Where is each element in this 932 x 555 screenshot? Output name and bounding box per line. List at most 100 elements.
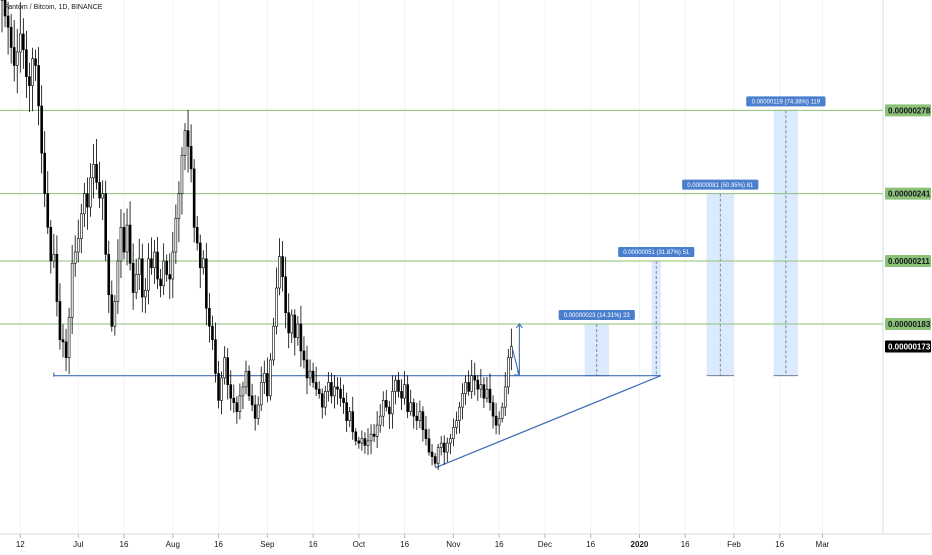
- candle-body-down: [157, 252, 159, 279]
- candle-body-down: [413, 403, 415, 416]
- candle-body-down: [364, 439, 366, 446]
- candle-body-up: [154, 252, 156, 268]
- candle-body-down: [288, 313, 290, 333]
- candle-body-down: [358, 441, 360, 443]
- candle-body-up: [376, 425, 378, 436]
- candle-body-up: [120, 227, 122, 261]
- candle-body-down: [38, 65, 40, 105]
- candle-body-down: [50, 227, 52, 261]
- candle-body-down: [477, 380, 479, 389]
- candle-body-up: [367, 441, 369, 445]
- candle-body-up: [147, 259, 149, 290]
- x-tick-label: Oct: [353, 540, 366, 549]
- candle-body-down: [141, 259, 143, 297]
- candle-body-down: [227, 358, 229, 385]
- candle-body-up: [465, 382, 467, 393]
- candle-body-down: [169, 275, 171, 279]
- x-tick-label: 16: [400, 540, 409, 549]
- candle-body-up: [126, 225, 128, 252]
- x-tick-label: 16: [775, 540, 784, 549]
- candle-body-down: [388, 407, 390, 414]
- x-tick-label: 16: [309, 540, 318, 549]
- x-tick-label: Mar: [816, 540, 830, 549]
- candle-body-down: [312, 371, 314, 382]
- candle-body-down: [483, 385, 485, 398]
- candle-body-down: [431, 452, 433, 456]
- candle-body-down: [321, 394, 323, 407]
- candle-body-down: [123, 227, 125, 252]
- candle-body-down: [108, 254, 110, 294]
- candle-body-up: [309, 371, 311, 378]
- candle-body-down: [7, 16, 9, 27]
- candle-body-up: [221, 378, 223, 400]
- candle-body-down: [401, 391, 403, 398]
- x-tick-label: Aug: [166, 540, 180, 549]
- candle-body-up: [486, 389, 488, 398]
- candle-body-down: [10, 27, 12, 47]
- candle-body-down: [230, 385, 232, 398]
- x-tick-label: 2020: [631, 540, 649, 549]
- candle-body-up: [382, 400, 384, 416]
- candle-body-down: [56, 254, 58, 301]
- x-tick-label: Sep: [260, 540, 275, 549]
- candle-body-down: [248, 371, 250, 396]
- candle-body-down: [355, 432, 357, 441]
- candle-body-down: [474, 376, 476, 380]
- candle-body-up: [480, 385, 482, 389]
- candle-body-down: [303, 351, 305, 360]
- candle-body-down: [318, 389, 320, 393]
- candle-body-up: [181, 155, 183, 193]
- candle-body-up: [163, 261, 165, 286]
- candle-body-up: [269, 360, 271, 396]
- candle-body-up: [333, 387, 335, 396]
- symbol-title: Fantom / Bitcoin, 1D, BINANCE: [4, 4, 103, 11]
- x-tick-label: 16: [495, 540, 504, 549]
- candle-body-up: [114, 301, 116, 326]
- candle-body-down: [422, 412, 424, 430]
- candle-body-up: [16, 52, 18, 65]
- candle-body-up: [245, 371, 247, 387]
- candle-body-up: [89, 178, 91, 207]
- candle-body-down: [59, 301, 61, 339]
- candle-body-down: [468, 382, 470, 391]
- candle-body-down: [398, 380, 400, 391]
- candle-body-down: [425, 430, 427, 439]
- candle-body-down: [132, 263, 134, 292]
- candle-body-up: [370, 434, 372, 441]
- candle-body-up: [19, 34, 21, 52]
- candle-body-down: [190, 146, 192, 168]
- x-tick-label: Dec: [538, 540, 552, 549]
- candle-body-up: [83, 194, 85, 214]
- candle-body-down: [346, 403, 348, 421]
- candle-body-down: [300, 324, 302, 351]
- candle-body-up: [440, 443, 442, 447]
- candle-body-up: [172, 252, 174, 279]
- candle-body-up: [138, 259, 140, 275]
- candle-body-down: [306, 360, 308, 378]
- candle-body-up: [102, 194, 104, 198]
- candle-body-down: [495, 416, 497, 425]
- candle-body-up: [297, 324, 299, 337]
- candle-body-down: [254, 405, 256, 418]
- candle-body-down: [22, 34, 24, 50]
- candle-body-down: [416, 416, 418, 420]
- candle-body-up: [446, 443, 448, 452]
- level-tag-label: 0.00000211: [888, 257, 930, 266]
- candle-body-down: [150, 259, 152, 268]
- candle-body-down: [434, 457, 436, 464]
- candle-body-up: [361, 439, 363, 443]
- candle-body-up: [291, 315, 293, 333]
- candle-body-up: [272, 326, 274, 360]
- candle-body-up: [324, 391, 326, 407]
- candle-body-down: [196, 227, 198, 243]
- candle-body-up: [349, 412, 351, 421]
- projection-label: 0.00000023 (14.31%) 23: [564, 313, 631, 319]
- candle-body-down: [44, 153, 46, 193]
- x-tick-label: 16: [681, 540, 690, 549]
- candle-body-up: [504, 387, 506, 407]
- candle-body-up: [449, 439, 451, 443]
- candle-body-up: [144, 290, 146, 297]
- candle-body-down: [282, 257, 284, 277]
